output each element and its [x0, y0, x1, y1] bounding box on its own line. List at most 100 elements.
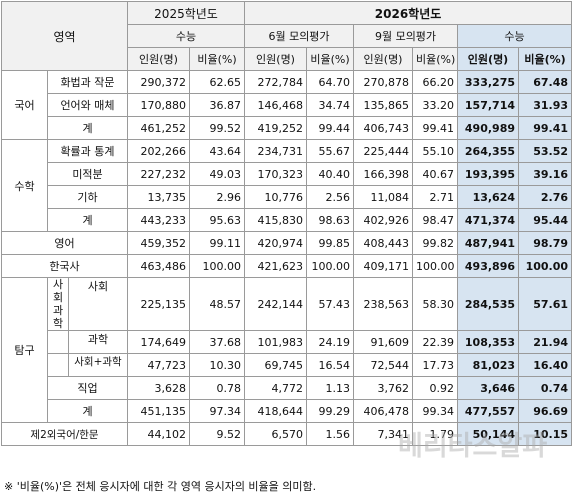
cell-ratio: 58.30: [412, 277, 459, 331]
cell-count: 463,486: [127, 254, 190, 278]
cell-count: 451,135: [127, 399, 190, 423]
table-row: 계 461,252 99.52 419,252 99.44 406,743 99.41 49…: [2, 116, 572, 140]
cell-count: 69,745: [244, 353, 308, 377]
cell-ratio: 43.64: [188, 139, 246, 163]
subgroup-cell: 사회+과학: [47, 353, 128, 377]
cell-ratio: 10.30: [188, 353, 246, 377]
cell-ratio: 49.03: [188, 162, 246, 186]
cell-count: 193,395: [457, 162, 520, 186]
table-row: 한국사 463,486 100.00 421,623 100.00 409,171 100…: [1, 254, 572, 278]
cell-ratio: 22.39: [412, 330, 459, 354]
cell-ratio: 100.00: [412, 254, 459, 278]
footnote: ※ '비율(%)'은 전체 응시자에 대한 각 영역 응시자의 비율을 의미함.: [4, 480, 317, 493]
cell-ratio: 57.43: [306, 277, 355, 331]
table-row: 제2외국어/한문 44,102 9.52 6,570 1.56 7,341 1.79 50,…: [1, 422, 572, 446]
header-2025-suneung: 수능: [126, 24, 246, 48]
cell-count: 421,623: [244, 254, 308, 278]
group-korean: 국어: [1, 70, 48, 140]
cell-ratio: 99.34: [412, 399, 459, 423]
cell-count: 6,570: [244, 422, 308, 446]
cell-count: 418,644: [244, 399, 308, 423]
cell-count: 461,252: [127, 116, 190, 140]
cell-ratio: 1.79: [412, 422, 459, 446]
cell-ratio: 2.56: [306, 185, 355, 209]
cell-ratio: 99.41: [412, 116, 459, 140]
cell-count: 264,355: [457, 139, 520, 163]
cell-ratio: 2.71: [412, 185, 459, 209]
group-second-language: 제2외국어/한문: [1, 422, 128, 446]
cell-ratio: 16.54: [306, 353, 355, 377]
cell-count: 3,646: [457, 376, 520, 400]
cell-count: 225,444: [353, 139, 414, 163]
cell-count: 3,628: [127, 376, 190, 400]
row-label: 사회: [87, 280, 109, 293]
cell-count: 477,557: [457, 399, 520, 423]
cell-count: 4,772: [244, 376, 308, 400]
table-row: 과학 174,649 37.68 101,983 24.19 91,609 22.39 10…: [2, 330, 572, 354]
table-row: 계 451,135 97.34 418,644 99.29 406,478 99.34 47…: [2, 399, 572, 423]
cell-ratio: 99.44: [306, 116, 355, 140]
row-label: 화법과 작문: [47, 70, 128, 94]
cell-ratio: 48.57: [188, 277, 246, 331]
subgroup-cell: 사회 과학 사회: [47, 277, 128, 331]
cell-ratio: 17.73: [412, 353, 459, 377]
subgroup-social-science: 사회 과학: [49, 278, 69, 330]
cell-count: 44,102: [127, 422, 190, 446]
cell-count: 333,275: [457, 70, 520, 94]
cell-count: 272,784: [244, 70, 308, 94]
cell-ratio: 39.16: [518, 162, 572, 186]
header-count: 인원(명): [457, 47, 520, 71]
header-sept-mock: 9월 모의평가: [353, 24, 459, 48]
group-english: 영어: [1, 231, 128, 255]
cell-ratio: 98.63: [306, 208, 355, 232]
cell-ratio: 62.65: [188, 70, 246, 94]
row-label: 과학: [87, 333, 109, 346]
row-label: 직업: [47, 376, 128, 400]
cell-ratio: 95.44: [518, 208, 572, 232]
header-area: 영역: [1, 1, 128, 71]
cell-ratio: 98.79: [518, 231, 572, 255]
cell-ratio: 99.85: [306, 231, 355, 255]
cell-count: 157,714: [457, 93, 520, 117]
cell-ratio: 9.52: [188, 422, 246, 446]
cell-count: 166,398: [353, 162, 414, 186]
cell-ratio: 36.87: [188, 93, 246, 117]
table-row: 언어와 매체 170,880 36.87 146,468 34.74 135,865 33…: [2, 93, 572, 117]
cell-count: 101,983: [244, 330, 308, 354]
cell-ratio: 66.20: [412, 70, 459, 94]
cell-count: 227,232: [127, 162, 190, 186]
cell-count: 47,723: [127, 353, 190, 377]
cell-ratio: 33.20: [412, 93, 459, 117]
cell-count: 10,776: [244, 185, 308, 209]
cell-count: 3,762: [353, 376, 414, 400]
row-label: 계: [47, 116, 128, 140]
cell-ratio: 100.00: [518, 254, 572, 278]
cell-ratio: 1.13: [306, 376, 355, 400]
group-history: 한국사: [1, 254, 128, 278]
cell-ratio: 40.40: [306, 162, 355, 186]
cell-ratio: 98.47: [412, 208, 459, 232]
cell-count: 238,563: [353, 277, 414, 331]
cell-ratio: 67.48: [518, 70, 572, 94]
cell-count: 419,252: [244, 116, 308, 140]
cell-count: 108,353: [457, 330, 520, 354]
cell-count: 135,865: [353, 93, 414, 117]
cell-count: 459,352: [127, 231, 190, 255]
subgroup-spacer: [49, 331, 69, 353]
cell-ratio: 16.40: [518, 353, 572, 377]
header-year-2025: 2025학년도: [126, 1, 246, 25]
cell-ratio: 34.74: [306, 93, 355, 117]
row-label: 미적분: [47, 162, 128, 186]
cell-count: 242,144: [244, 277, 308, 331]
cell-ratio: 2.96: [188, 185, 246, 209]
row-label: 계: [47, 399, 128, 423]
header-ratio: 비율(%): [518, 47, 572, 71]
cell-count: 91,609: [353, 330, 414, 354]
cell-ratio: 0.92: [412, 376, 459, 400]
cell-count: 225,135: [127, 277, 190, 331]
cell-ratio: 31.93: [518, 93, 572, 117]
cell-ratio: 100.00: [306, 254, 355, 278]
table-row: 기하 13,735 2.96 10,776 2.56 11,084 2.71 13,624 2…: [2, 185, 572, 209]
group-math: 수학: [1, 139, 48, 232]
cell-count: 11,084: [353, 185, 414, 209]
